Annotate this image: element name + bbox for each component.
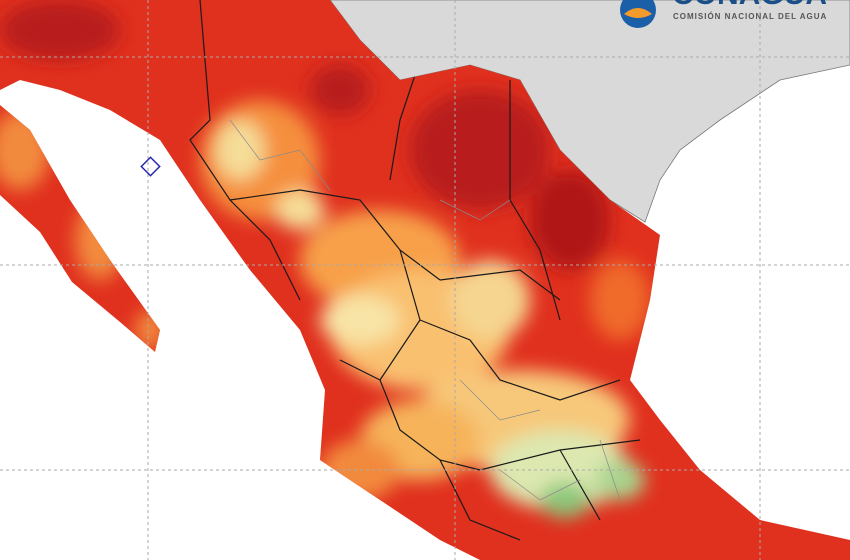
logo-name: CONAGUA <box>672 0 827 11</box>
logo-subtitle: COMISIÓN NACIONAL DEL AGUA <box>673 12 827 21</box>
marker <box>140 156 161 177</box>
logo-wave <box>624 8 652 18</box>
logo: CONAGUA COMISIÓN NACIONAL DEL AGUA <box>620 0 827 28</box>
